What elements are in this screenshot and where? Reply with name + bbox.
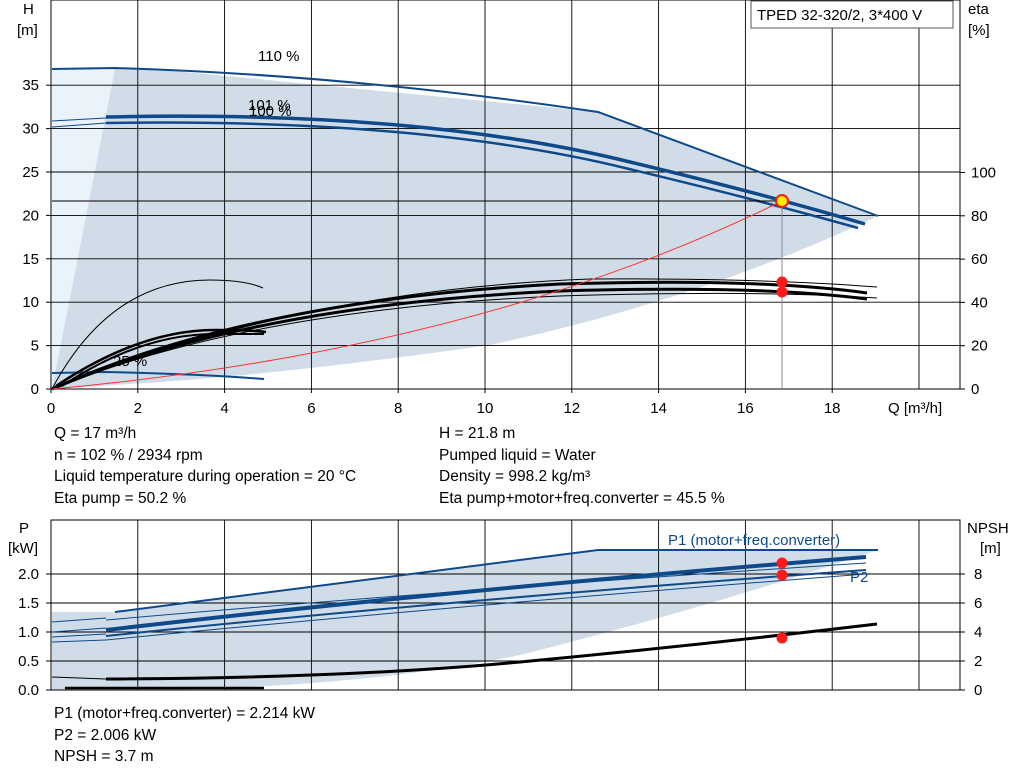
top-ticks: 0 2 4 6 8 10 12 14 16 18 0 5 10 15 20 25 30 35 0 20 40 60 80 10…: [22, 77, 996, 417]
y-left-tick-label: 20: [22, 207, 39, 224]
p-min-curves: [51, 617, 107, 643]
x-axis-label: Q [m³/h]: [888, 400, 942, 417]
label-110-percent: 110 %: [258, 48, 299, 65]
eta-curve-small-2: [61, 333, 264, 387]
y-left-tick-label: 35: [22, 77, 39, 94]
bottom-ticks: 0.0 0.5 1.0 1.5 2.0 0 2 4 6 8: [18, 566, 982, 699]
p-tick-label: 0.5: [18, 653, 39, 670]
y-left-tick-label: 10: [22, 294, 39, 311]
p1-envelope-curve: [114, 549, 878, 613]
npsh-tick-label: 6: [974, 595, 982, 612]
y-left-label-bottom-1: P: [19, 520, 29, 537]
x-tick-label: 10: [477, 400, 494, 417]
duty-liquid: Pumped liquid = Water: [439, 446, 596, 464]
model-label: TPED 32-320/2, 3*400 V: [757, 7, 922, 24]
duty-eta-pump: Eta pump = 50.2 %: [54, 489, 187, 507]
power-p2: P2 = 2.006 kW: [54, 726, 157, 744]
y-right-tick-label: 60: [971, 251, 988, 268]
p2-curve: [105, 569, 867, 637]
npsh-tick-label: 0: [974, 682, 982, 699]
duty-density: Density = 998.2 kg/m³: [439, 468, 591, 485]
p1-series-label: P1 (motor+freq.converter): [668, 532, 840, 549]
x-tick-label: 16: [737, 400, 754, 417]
x-tick-label: 2: [134, 400, 142, 417]
x-tick-label: 14: [650, 400, 667, 417]
duty-info-left: Q = 17 m³/h n = 102 % / 2934 rpm Liquid …: [54, 423, 356, 509]
bottom-operating-area: [52, 550, 878, 690]
system-curve: [51, 200, 783, 390]
p1-curve: [105, 555, 867, 632]
p1-thin-curve: [105, 562, 867, 621]
power-info: P1 (motor+freq.converter) = 2.214 kW P2 …: [54, 703, 315, 768]
y-right-label-bottom-1: NPSH: [967, 520, 1009, 537]
curve-min-101: [51, 117, 107, 122]
p2-series-label: P2: [850, 569, 868, 586]
duty-point-marker: [775, 194, 789, 208]
duty-speed: n = 102 % / 2934 rpm: [54, 446, 203, 464]
bottom-plot-frame: [50, 519, 961, 691]
npsh-marker: [776, 632, 788, 644]
y-left-tick-label: 30: [22, 121, 39, 138]
y-right-tick-label: 100: [971, 165, 996, 182]
y-left-tick-label: 0: [31, 381, 39, 398]
y-right-tick-label: 20: [971, 338, 988, 355]
y-left-label-bottom-2: [kW]: [8, 540, 38, 557]
eta-total-marker: [776, 286, 788, 298]
p2-marker: [776, 569, 788, 581]
eta-pump-marker: [776, 276, 788, 288]
npsh-tick-label: 8: [974, 566, 982, 583]
x-tick-label: 4: [220, 400, 228, 417]
model-box: [750, 0, 954, 29]
power-p1: P1 (motor+freq.converter) = 2.214 kW: [54, 705, 316, 722]
duty-h: H = 21.8 m: [439, 425, 516, 442]
duty-eta-total: Eta pump+motor+freq.converter = 45.5 %: [439, 489, 725, 507]
y-right-tick-label: 80: [971, 208, 988, 225]
x-tick-label: 0: [47, 400, 55, 417]
curve-110-percent: [51, 66, 879, 217]
bottom-grid: [51, 520, 960, 690]
top-chart: 110 % 101 % 100 % 25 % H [m] eta [%] Q […: [17, 0, 996, 417]
y-right-tick-label: 0: [971, 381, 979, 398]
y-right-label-top-2: [%]: [968, 22, 990, 39]
x-tick-label: 8: [394, 400, 402, 417]
eta-curve-outer: [51, 279, 264, 390]
p1-marker: [776, 557, 788, 569]
y-left-label-top-2: [m]: [17, 22, 38, 39]
top-operating-area: [52, 68, 878, 389]
curve-min-100: [51, 122, 107, 128]
p-tick-label: 0.0: [18, 682, 39, 699]
p-tick-label: 1.5: [18, 595, 39, 612]
y-right-label-top-1: eta: [968, 1, 990, 18]
y-left-tick-label: 5: [31, 338, 39, 355]
y-left-tick-label: 25: [22, 164, 39, 181]
label-100-percent: 100 %: [249, 103, 292, 120]
x-tick-label: 12: [563, 400, 580, 417]
eta-curve-small-1: [55, 328, 267, 388]
y-right-label-bottom-2: [m]: [980, 540, 1001, 557]
top-plot-frame: [50, 0, 961, 390]
duty-info-right: H = 21.8 m Pumped liquid = Water Density…: [439, 423, 725, 509]
y-left-tick-label: 15: [22, 251, 39, 268]
bottom-chart: P1 (motor+freq.converter) P2 P [kW] NPSH…: [8, 519, 1009, 699]
label-25-percent: 25 %: [113, 353, 147, 370]
npsh-curve: [105, 622, 878, 681]
duty-temperature: Liquid temperature during operation = 20…: [54, 468, 357, 485]
duty-q: Q = 17 m³/h: [54, 425, 137, 442]
curve-100-percent: [105, 121, 859, 230]
label-101-percent: 101 %: [248, 97, 291, 114]
x-tick-label: 6: [307, 400, 315, 417]
npsh-tick-label: 4: [974, 624, 982, 641]
y-left-label-top-1: H: [23, 1, 34, 18]
p2-thin-curve: [105, 573, 867, 641]
x-tick-label: 18: [824, 400, 841, 417]
npsh-tick-label: 2: [974, 653, 982, 670]
p-tick-label: 2.0: [18, 566, 39, 583]
power-npsh: NPSH = 3.7 m: [54, 748, 154, 765]
y-right-tick-label: 40: [971, 294, 988, 311]
curve-25-percent: [51, 370, 265, 380]
npsh-min-curve: [51, 676, 107, 680]
p-tick-label: 1.0: [18, 624, 39, 641]
